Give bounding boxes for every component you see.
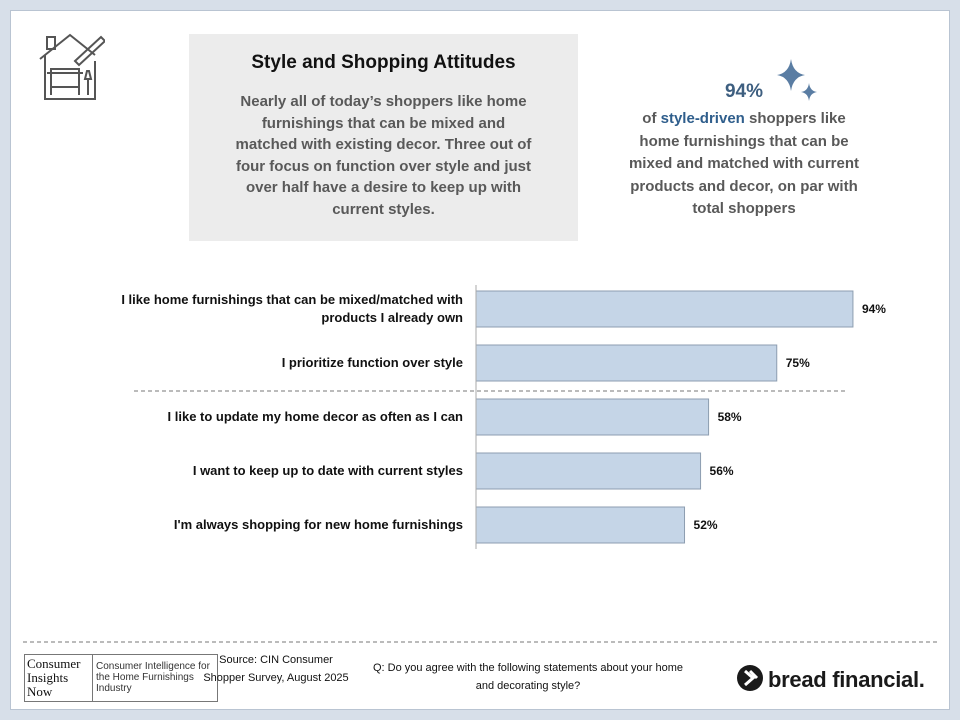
summary: Nearly all of today’s shoppers like home… [235, 93, 532, 218]
title: Style and Shopping Attitudes [251, 52, 516, 73]
callout-text: of style-driven shoppers like home furni… [624, 108, 864, 221]
category-label: I like home furnishings that can be mixe… [121, 292, 463, 325]
callout-body: shoppers like home furnishings that can … [628, 110, 860, 217]
sparkle [777, 59, 817, 101]
category-label: I like to update my home decor as often … [167, 409, 463, 424]
bar [475, 506, 686, 544]
brand-mark [737, 665, 763, 691]
slide: Style and Shopping Attitudes Nearly all … [10, 10, 950, 710]
logo-tagline: Consumer Intelligence for the Home Furni… [96, 661, 210, 694]
house-icon [39, 33, 105, 100]
value-label: 52% [693, 518, 718, 532]
category-label: I'm always shopping for new home furnish… [173, 517, 463, 532]
value-label: 75% [785, 356, 810, 370]
footer-rule [23, 641, 938, 643]
brand: bread financial. [768, 667, 925, 692]
bar [475, 452, 702, 490]
summary-box: Style and Shopping Attitudes Nearly all … [189, 34, 578, 241]
question: Q: Do you agree with the following state… [372, 662, 683, 692]
chart: I like home furnishings that can be mixe… [11, 11, 949, 611]
category-label: I want to keep up to date with current s… [192, 463, 463, 478]
callout-lead: of [642, 110, 657, 127]
category-label: I prioritize function over style [281, 355, 463, 370]
cin-logo: Consumer Insights Now Consumer Intellige… [24, 654, 218, 702]
bar [475, 290, 854, 328]
source: Source: CIN Consumer Shopper Survey, Aug… [203, 654, 349, 684]
callout-highlight: style-driven [660, 110, 745, 127]
callout-stat: 94% [724, 81, 764, 102]
bar [475, 344, 778, 382]
value-label: 58% [717, 410, 742, 424]
value-label: 56% [709, 464, 734, 478]
value-label: 94% [861, 302, 886, 316]
bar [475, 398, 710, 436]
logo-name: Consumer Insights Now [25, 655, 93, 701]
chart-plot [134, 285, 854, 549]
